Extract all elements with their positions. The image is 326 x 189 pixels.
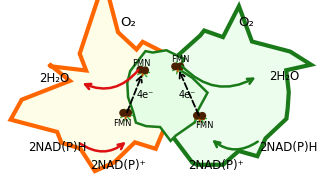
Text: O₂: O₂ — [120, 15, 136, 29]
Text: 2NAD(P)H: 2NAD(P)H — [28, 142, 86, 154]
Circle shape — [125, 109, 131, 116]
Text: 2H₂O: 2H₂O — [39, 71, 69, 84]
Polygon shape — [145, 6, 311, 165]
Circle shape — [177, 63, 184, 70]
Text: 4e⁻: 4e⁻ — [136, 90, 154, 100]
Text: 4e⁻: 4e⁻ — [178, 90, 196, 100]
Text: FMN: FMN — [195, 122, 213, 130]
Text: 2NAD(P)⁺: 2NAD(P)⁺ — [188, 159, 244, 171]
Circle shape — [194, 112, 200, 119]
Text: 2NAD(P)H: 2NAD(P)H — [259, 142, 318, 154]
Text: FMN: FMN — [132, 60, 150, 68]
Circle shape — [172, 63, 178, 70]
Text: 2H₂O: 2H₂O — [269, 70, 299, 83]
Text: FMN: FMN — [171, 56, 189, 64]
Text: FMN: FMN — [113, 119, 131, 128]
Circle shape — [137, 66, 143, 73]
Circle shape — [199, 113, 205, 119]
Text: 2NAD(P)⁺: 2NAD(P)⁺ — [90, 159, 146, 171]
Polygon shape — [127, 50, 208, 141]
Circle shape — [120, 110, 126, 116]
Circle shape — [142, 67, 148, 74]
Text: O₂: O₂ — [238, 15, 254, 29]
Polygon shape — [10, 0, 180, 171]
